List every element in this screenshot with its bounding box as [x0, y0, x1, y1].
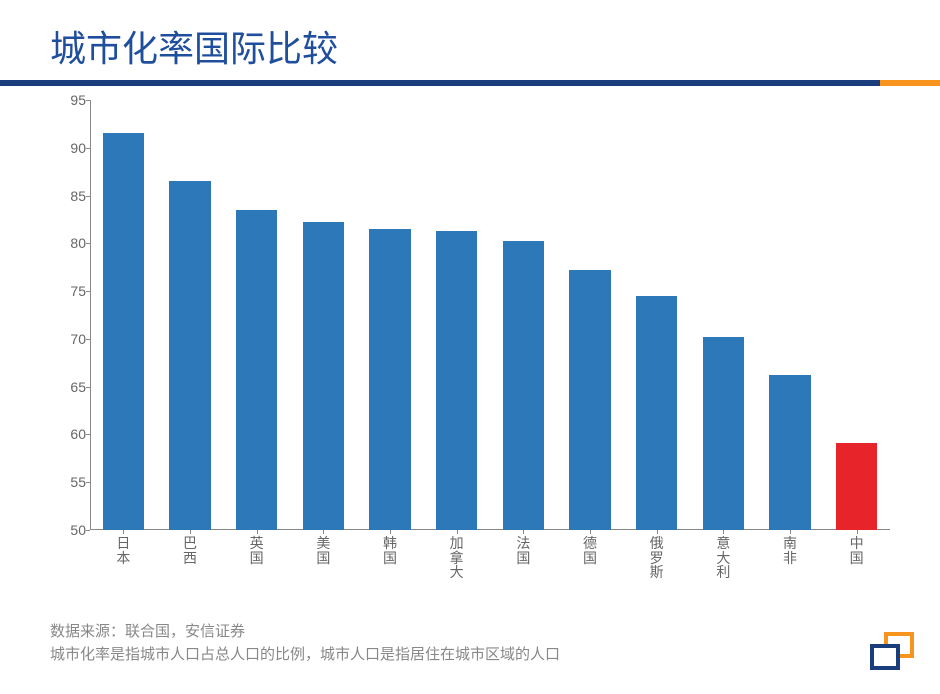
bar [303, 222, 344, 530]
x-tick-mark [123, 530, 124, 534]
brand-logo-icon [870, 632, 918, 672]
footnote: 数据来源：联合国，安信证券 城市化率是指城市人口占总人口的比例，城市人口是指居住… [50, 621, 560, 666]
y-tick-label: 95 [50, 92, 86, 108]
title-rule [0, 80, 940, 90]
y-tick-label: 85 [50, 188, 86, 204]
x-tick-mark [523, 530, 524, 534]
x-tick-label: 德国 [583, 536, 597, 565]
x-tick-mark [323, 530, 324, 534]
x-tick-mark [257, 530, 258, 534]
slide: 城市化率国际比较 50 55 60 65 70 75 80 85 90 95 日本 巴西 英国 美国 韩国 加… [0, 0, 940, 694]
y-tick-label: 90 [50, 140, 86, 156]
x-tick-mark [790, 530, 791, 534]
logo-front-square [870, 644, 900, 670]
x-tick-mark [657, 530, 658, 534]
footnote-source: 数据来源：联合国，安信证券 [50, 621, 560, 644]
x-tick-mark [457, 530, 458, 534]
x-tick-mark [190, 530, 191, 534]
x-tick-label: 加拿大 [450, 536, 464, 580]
rule-orange-segment [880, 80, 940, 86]
footnote-definition: 城市化率是指城市人口占总人口的比例，城市人口是指居住在城市区域的人口 [50, 644, 560, 667]
rule-blue-segment [0, 80, 880, 86]
x-tick-label: 法国 [516, 536, 530, 565]
x-tick-label: 韩国 [383, 536, 397, 565]
y-tick-mark [86, 530, 90, 531]
bar [836, 443, 877, 530]
page-title: 城市化率国际比较 [50, 20, 338, 72]
y-tick-label: 75 [50, 283, 86, 299]
x-tick-label: 日本 [116, 536, 130, 565]
bar [503, 241, 544, 530]
x-tick-label: 美国 [316, 536, 330, 565]
y-tick-label: 60 [50, 426, 86, 442]
bar-chart: 50556065707580859095日本巴西英国美国韩国加拿大法国德国俄罗斯… [50, 100, 900, 580]
x-tick-label: 中国 [850, 536, 864, 565]
y-tick-label: 55 [50, 474, 86, 490]
x-tick-label: 意大利 [716, 536, 730, 580]
plot-area [90, 100, 890, 530]
bar [236, 210, 277, 530]
x-tick-mark [857, 530, 858, 534]
y-tick-mark [86, 243, 90, 244]
bar [103, 133, 144, 530]
x-tick-label: 俄罗斯 [650, 536, 664, 580]
y-tick-mark [86, 387, 90, 388]
x-tick-mark [723, 530, 724, 534]
bar [703, 337, 744, 530]
y-tick-mark [86, 339, 90, 340]
y-tick-mark [86, 100, 90, 101]
y-tick-label: 80 [50, 235, 86, 251]
bar [636, 296, 677, 530]
y-tick-mark [86, 434, 90, 435]
y-tick-mark [86, 291, 90, 292]
x-tick-label: 英国 [250, 536, 264, 565]
bar [769, 375, 810, 530]
bar [436, 231, 477, 530]
y-tick-mark [86, 482, 90, 483]
x-tick-label: 巴西 [183, 536, 197, 565]
bar [369, 229, 410, 530]
bar [569, 270, 610, 530]
x-tick-mark [590, 530, 591, 534]
y-tick-label: 70 [50, 331, 86, 347]
x-tick-label: 南非 [783, 536, 797, 565]
y-tick-label: 65 [50, 379, 86, 395]
y-tick-label: 50 [50, 522, 86, 538]
x-tick-mark [390, 530, 391, 534]
y-tick-mark [86, 196, 90, 197]
y-tick-mark [86, 148, 90, 149]
bar [169, 181, 210, 530]
